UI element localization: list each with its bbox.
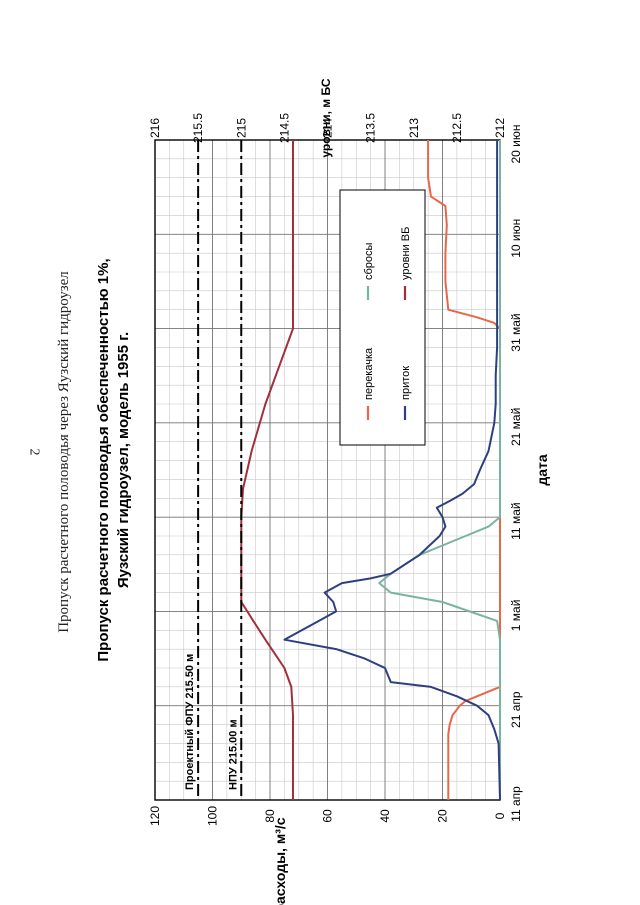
series-line-2: [283, 140, 501, 801]
x-tick-label: 31 май: [509, 313, 523, 351]
y-left-tick-label: 80: [263, 809, 277, 823]
annotation-label-0: Проектный ФПУ 215.50 м: [184, 654, 196, 790]
y-left-tick-label: 40: [378, 809, 392, 823]
annotations: Проектный ФПУ 215.50 м НПУ 215.00 м: [184, 140, 243, 800]
y-left-tick-label: 0: [493, 812, 507, 819]
annotation-label-1: НПУ 215.00 м: [227, 719, 239, 790]
y-left-axis-label: расходы, м³/с: [272, 817, 288, 905]
x-tick-label: 11 апр: [509, 786, 523, 822]
tick-labels: 11 апр 21 апр 1 май 11 май 21 май 31 май 10 ию…: [148, 113, 523, 826]
legend: перекачка сбросы приток уровни ВБ: [339, 189, 426, 446]
chart-title-line2: Яузский гидроузел, модель 1955 г.: [115, 332, 132, 588]
legend-label-0: перекачка: [363, 347, 375, 400]
x-axis-label: дата: [534, 454, 550, 486]
y-left-tick-label: 100: [206, 806, 220, 826]
legend-label-1: сбросы: [363, 242, 375, 280]
x-tick-label: 1 май: [509, 600, 523, 632]
y-right-tick-label: 213.5: [364, 113, 378, 143]
y-right-tick-label: 215: [234, 118, 248, 138]
series-line-3: [240, 140, 294, 800]
y-left-tick-label: 60: [321, 809, 335, 823]
y-right-tick-label: 213: [407, 118, 421, 138]
y-right-tick-label: 212.5: [450, 113, 464, 143]
chart-title-line1: Пропуск расчетного половодья обеспеченно…: [95, 258, 112, 661]
y-left-tick-label: 20: [436, 809, 450, 823]
y-right-tick-label: 212: [493, 118, 507, 138]
legend-label-3: уровни ВБ: [400, 227, 412, 280]
x-tick-label: 21 май: [509, 408, 523, 446]
x-tick-label: 21 апр: [509, 691, 523, 728]
legend-label-2: приток: [400, 366, 412, 400]
grid: [154, 139, 501, 801]
y-right-tick-label: 216: [148, 118, 162, 138]
page-header: Пропуск расчетного половодья через Яузск…: [56, 271, 72, 633]
y-left-tick-label: 120: [148, 806, 162, 826]
legend-box: [339, 189, 426, 446]
series-line-1: [378, 140, 501, 800]
y-right-tick-label: 214.5: [277, 113, 291, 143]
y-right-axis-label: уровни, м БС: [319, 78, 333, 158]
y-right-tick-label: 214: [321, 118, 335, 138]
x-tick-label: 11 май: [509, 502, 523, 539]
x-tick-label: 20 июн: [509, 124, 523, 163]
series-line-0: [427, 140, 501, 800]
x-tick-label: 10 июн: [509, 219, 523, 258]
y-right-tick-label: 215.5: [191, 113, 205, 143]
